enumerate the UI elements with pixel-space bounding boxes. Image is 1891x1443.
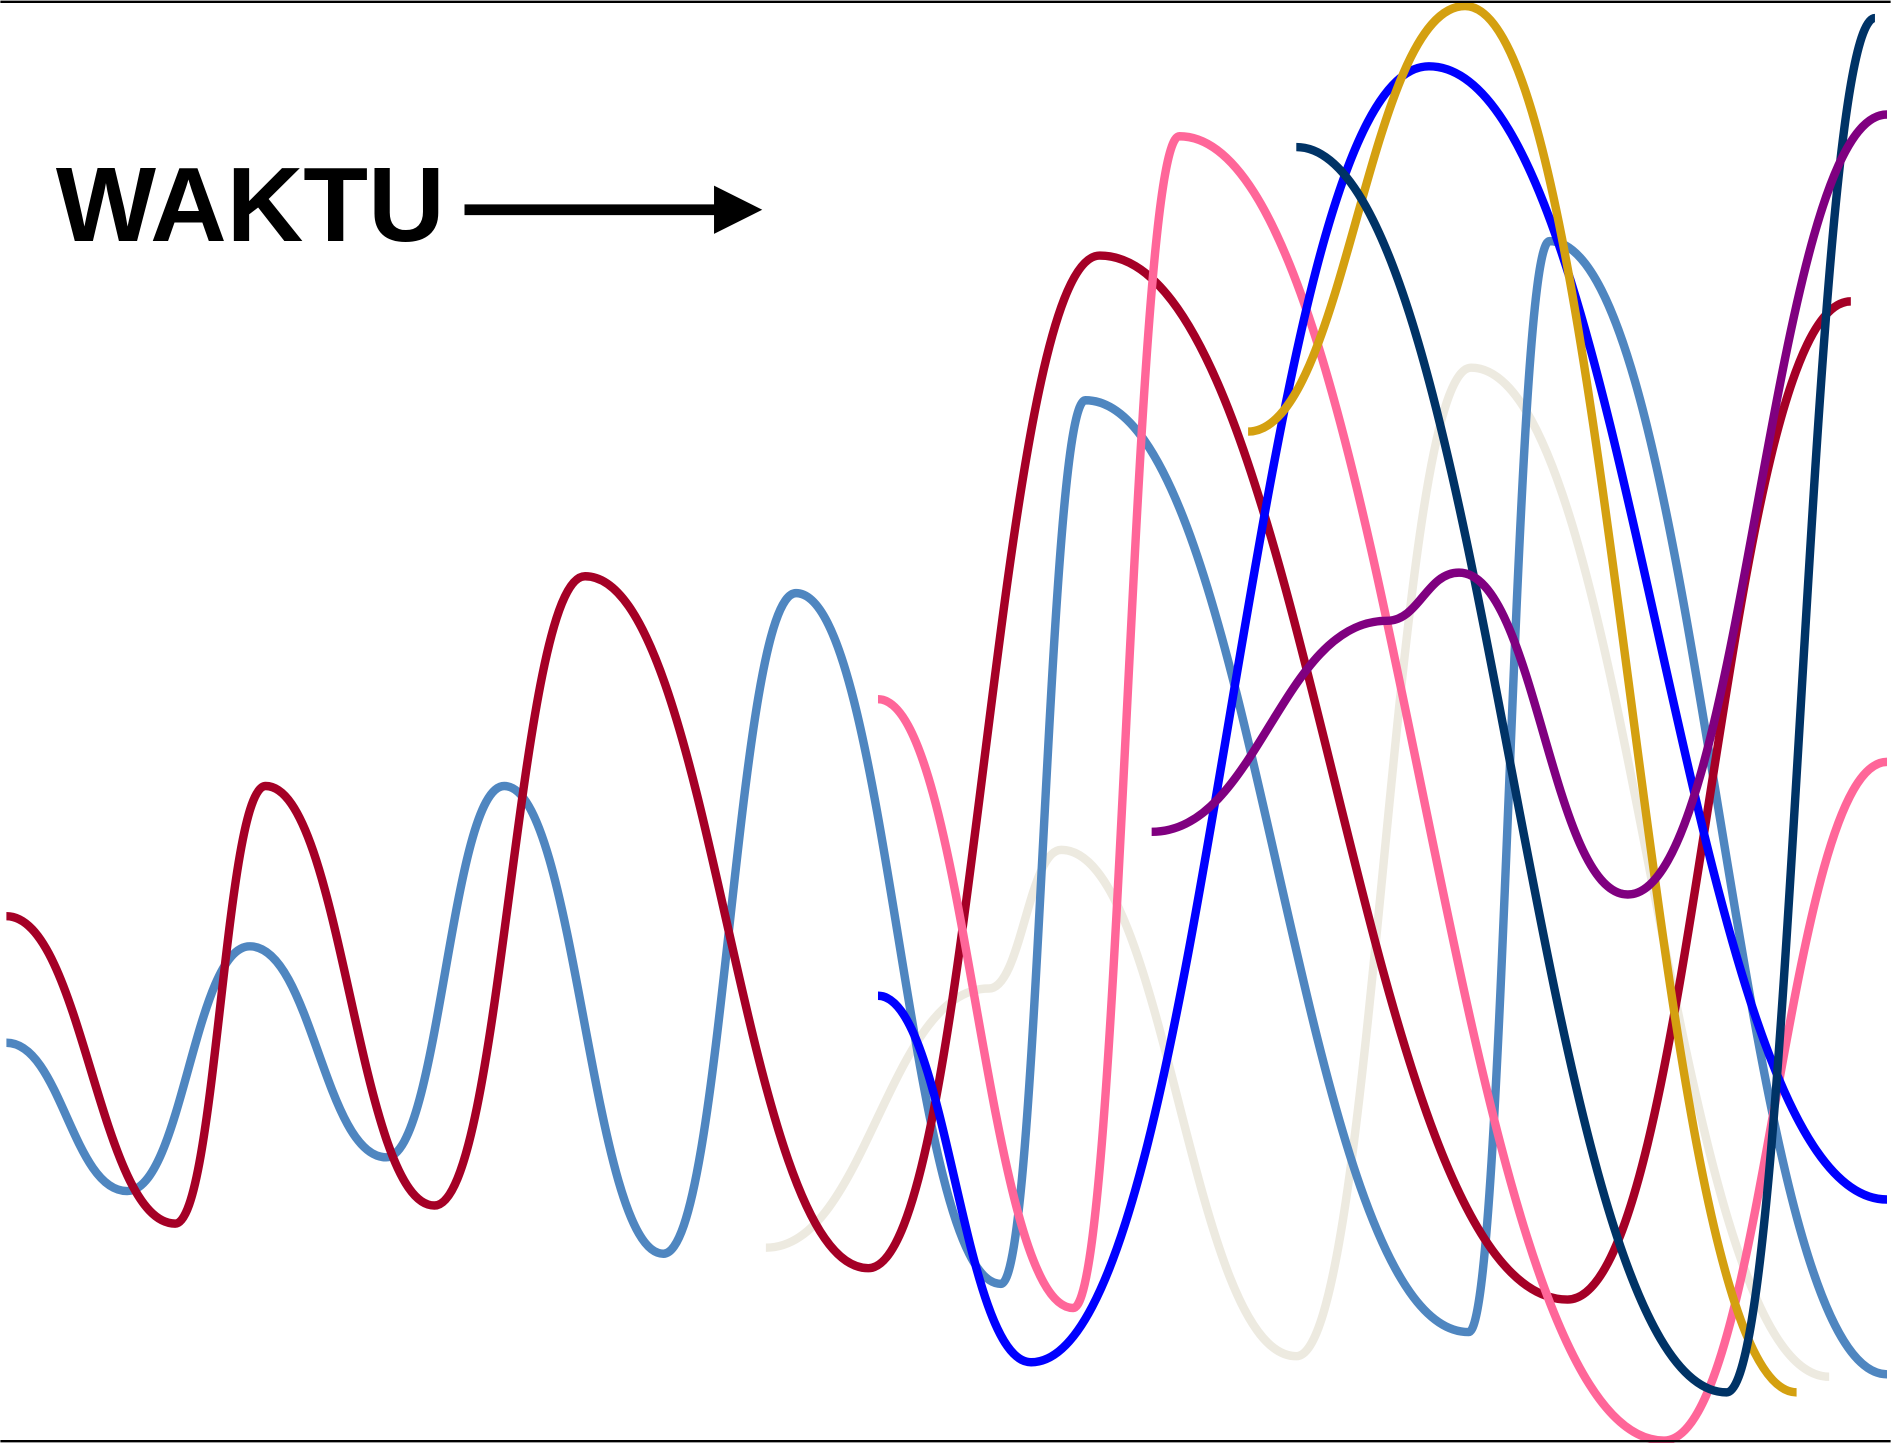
wave-line: [1296, 13, 1877, 1397]
wave-line: [1151, 110, 1888, 899]
wave-line: [1247, 1, 1798, 1397]
wave-line: [877, 62, 1888, 1367]
time-label: WAKTU: [56, 146, 445, 264]
waves: [5, 1, 1888, 1443]
wave-line: [877, 132, 1888, 1443]
wave-line: [5, 251, 1852, 1304]
wave-line: [765, 363, 1830, 1381]
arrow-head: [714, 185, 763, 234]
